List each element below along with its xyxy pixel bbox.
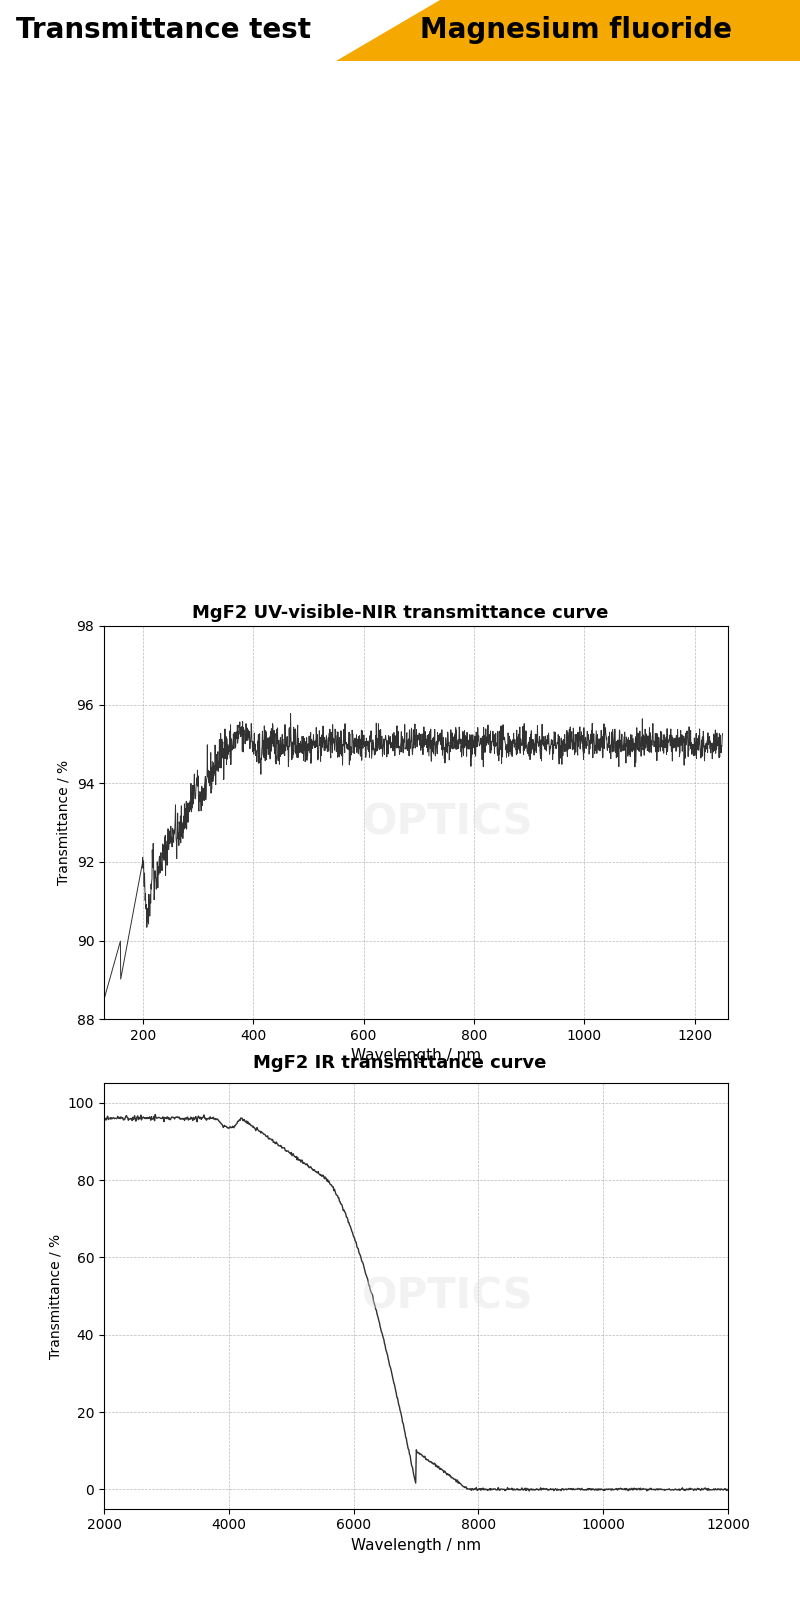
Text: OPTICS: OPTICS [362, 1274, 533, 1318]
Polygon shape [336, 0, 800, 61]
Text: MgF2 UV-visible-NIR transmittance curve: MgF2 UV-visible-NIR transmittance curve [192, 603, 608, 623]
Text: OPTICS: OPTICS [362, 801, 533, 844]
Y-axis label: Transmittance / %: Transmittance / % [48, 1234, 62, 1358]
X-axis label: Wavelength / nm: Wavelength / nm [351, 1538, 481, 1554]
Text: Transmittance test: Transmittance test [16, 16, 311, 45]
Y-axis label: Transmittance / %: Transmittance / % [57, 761, 71, 884]
Text: Magnesium fluoride: Magnesium fluoride [420, 16, 732, 45]
Text: MgF2 IR transmittance curve: MgF2 IR transmittance curve [254, 1053, 546, 1072]
X-axis label: Wavelength / nm: Wavelength / nm [351, 1048, 481, 1064]
Text: [Lens photograph]: [Lens photograph] [310, 308, 490, 327]
